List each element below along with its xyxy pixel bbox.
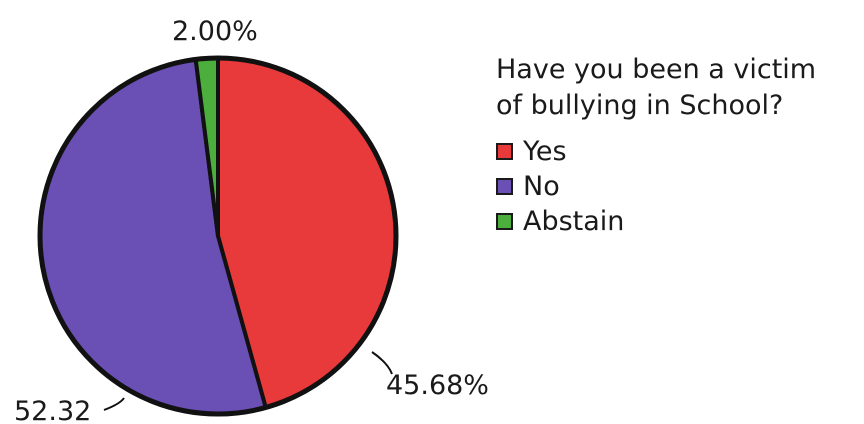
legend: Have you been a victim of bullying in Sc… <box>496 52 860 239</box>
chart-title-line-2: of bullying in School? <box>496 90 784 121</box>
legend-item-yes: Yes <box>496 134 860 169</box>
pie-outline <box>37 55 399 417</box>
legend-swatch-yes <box>496 143 513 160</box>
legend-item-abstain: Abstain <box>496 204 860 239</box>
pie-slices <box>38 56 398 416</box>
legend-swatch-abstain <box>496 213 513 230</box>
leader-line-yes <box>371 351 393 375</box>
value-label-abstain: 2.00% <box>172 16 258 47</box>
value-labels: 45.68% 52.32 2.00% <box>14 16 489 424</box>
legend-swatch-no <box>496 178 513 195</box>
legend-list: Yes No Abstain <box>496 134 860 239</box>
value-label-no: 52.32 <box>14 396 91 424</box>
chart-title: Have you been a victim of bullying in Sc… <box>496 52 860 124</box>
legend-label-no: No <box>523 171 560 202</box>
leader-lines <box>103 351 393 411</box>
leader-line-no <box>103 397 125 411</box>
value-label-yes: 45.68% <box>386 370 489 401</box>
legend-item-no: No <box>496 169 860 204</box>
legend-label-yes: Yes <box>523 136 567 167</box>
legend-label-abstain: Abstain <box>523 206 625 237</box>
chart-title-line-1: Have you been a victim <box>496 54 817 85</box>
